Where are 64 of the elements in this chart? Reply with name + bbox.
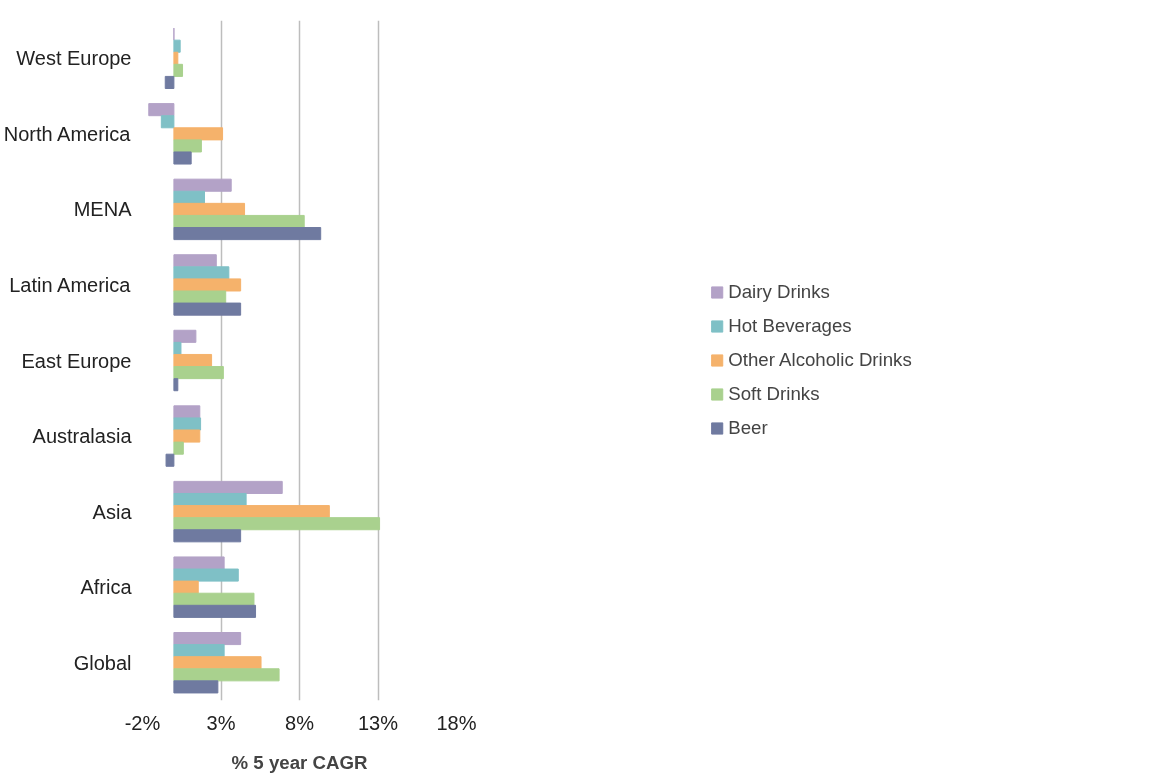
- bar: [173, 378, 179, 392]
- y-tick-label: Global: [73, 651, 132, 674]
- legend-label: Dairy Drinks: [728, 281, 830, 303]
- bar: [173, 302, 242, 316]
- bar: [173, 39, 181, 53]
- bar: [173, 505, 330, 519]
- bar: [173, 190, 206, 204]
- legend-label: Hot Beverages: [728, 315, 852, 337]
- bar: [173, 441, 184, 455]
- bar: [173, 227, 322, 241]
- bar: [173, 492, 247, 507]
- bar: [173, 278, 242, 292]
- bar: [173, 568, 239, 582]
- bar: [173, 139, 202, 153]
- bar: [164, 75, 175, 89]
- x-tick-label: 8%: [285, 711, 315, 734]
- y-tick-label: Asia: [92, 500, 133, 523]
- x-tick-label: 13%: [357, 711, 399, 734]
- bar: [173, 353, 213, 368]
- bar: [173, 529, 242, 543]
- bar: [173, 266, 230, 280]
- bar: [173, 480, 283, 494]
- y-tick-label: Africa: [80, 576, 133, 599]
- legend-label: Other Alcoholic Drinks: [728, 349, 912, 371]
- legend-label: Soft Drinks: [728, 383, 820, 405]
- bar: [173, 405, 201, 419]
- bar: [173, 366, 224, 380]
- y-tick-label: Australasia: [32, 425, 133, 448]
- bar: [173, 63, 184, 77]
- bar: [160, 115, 175, 129]
- bar: [173, 151, 192, 165]
- x-tick-label: 18%: [436, 711, 477, 734]
- bar: [173, 656, 262, 670]
- bar: [173, 644, 225, 658]
- bar: [173, 604, 257, 618]
- y-tick-label: MENA: [73, 198, 133, 221]
- bar: [173, 680, 219, 694]
- bar: [173, 178, 232, 192]
- bar: [173, 417, 202, 431]
- bar: [173, 556, 225, 570]
- legend-label: Beer: [728, 417, 768, 439]
- x-axis-title: % 5 year CAGR: [231, 751, 368, 773]
- bar: [173, 341, 182, 355]
- y-tick-label: Latin America: [9, 273, 132, 296]
- bar: [165, 453, 175, 467]
- bar: [148, 103, 175, 117]
- bar: [173, 51, 179, 65]
- bar: [173, 254, 217, 268]
- bar: [173, 592, 255, 606]
- bar: [173, 517, 381, 531]
- bar: [173, 290, 227, 304]
- bar: [173, 127, 224, 141]
- y-tick-label: North America: [3, 122, 132, 145]
- bar: [173, 202, 246, 216]
- y-tick-label: East Europe: [21, 349, 132, 372]
- x-tick-label: -2%: [124, 711, 161, 734]
- x-tick-label: 3%: [206, 711, 236, 734]
- bar: [173, 580, 199, 594]
- bar: [173, 329, 197, 343]
- bar: [173, 668, 280, 682]
- bar: [173, 632, 242, 646]
- bar: [173, 429, 201, 443]
- bar: [173, 214, 305, 229]
- y-tick-label: West Europe: [16, 47, 132, 70]
